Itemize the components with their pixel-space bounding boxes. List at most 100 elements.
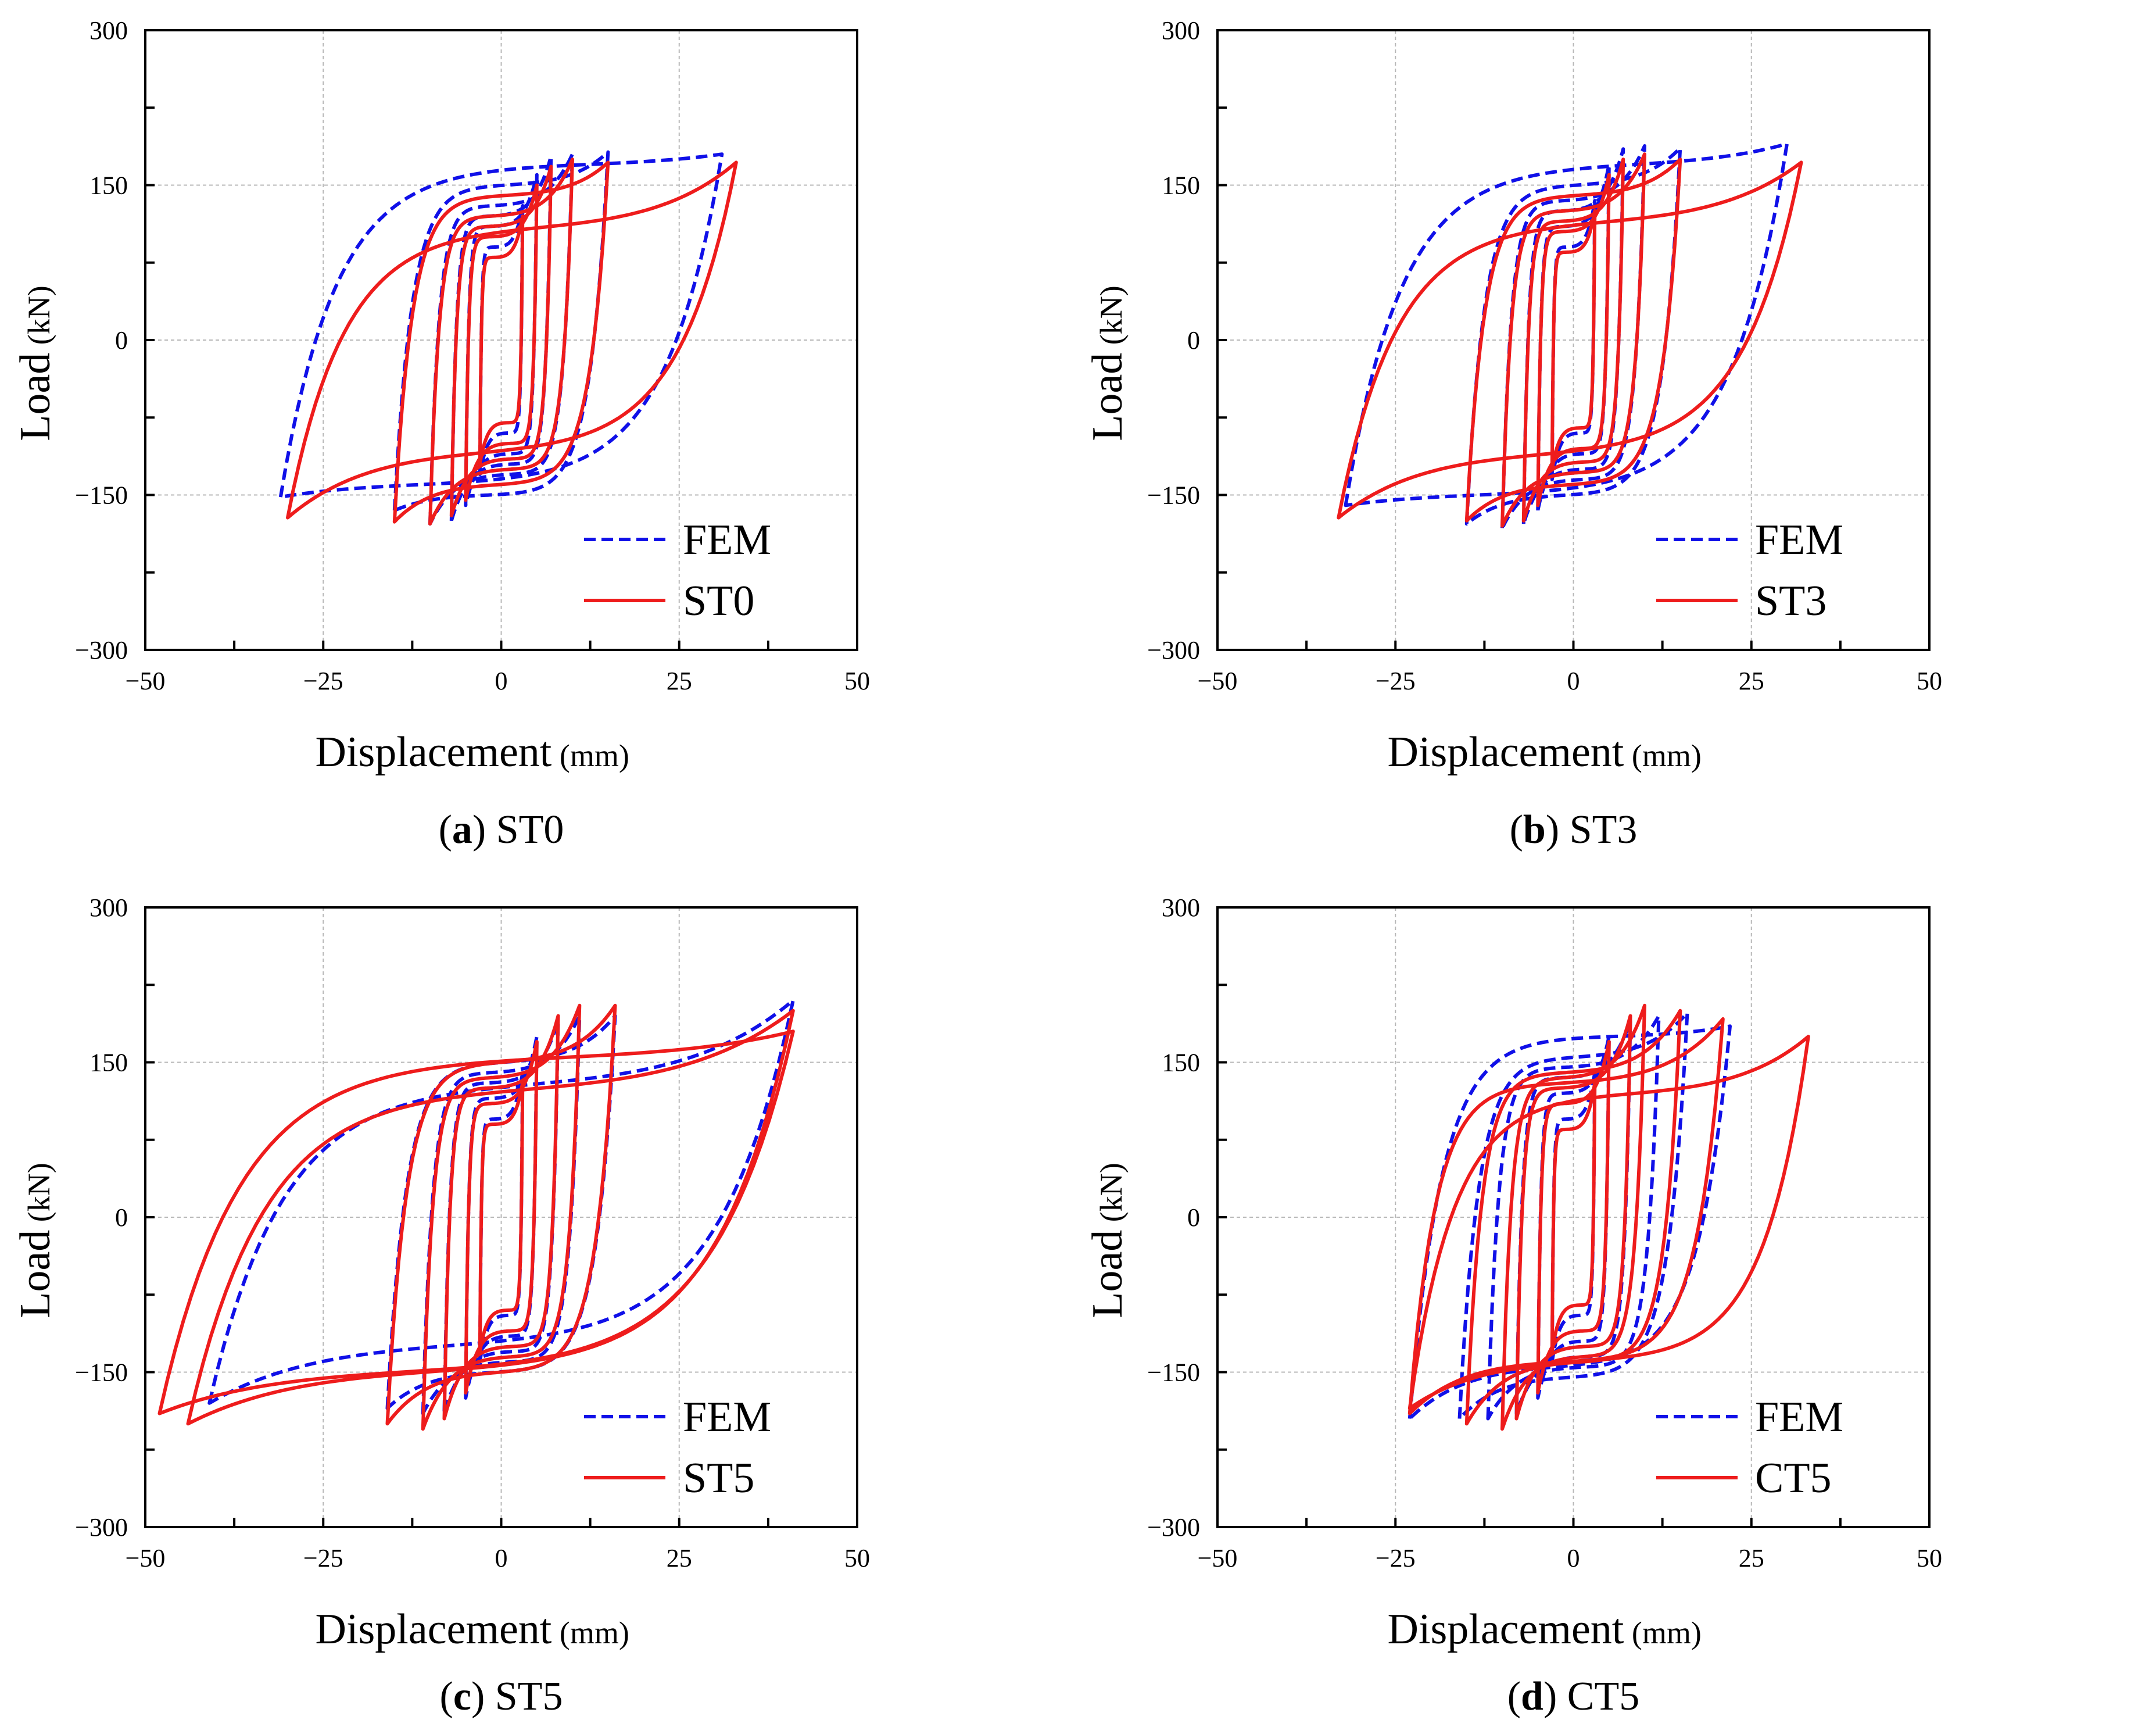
legend: FEM CT5 — [1656, 1393, 1843, 1502]
series-fem-loop-6 — [207, 998, 795, 1405]
y-tick-label: 0 — [1187, 326, 1200, 355]
x-tick-label: −25 — [303, 667, 343, 695]
series-fem-loop-4 — [1500, 144, 1646, 530]
chart-panel-b: −50 −25 0 25 50 −300 −150 0 150 300 Displacement (… — [1078, 0, 2156, 867]
series-st3-loop-3 — [1521, 158, 1625, 523]
series-ct5-loop-6 — [1408, 1017, 1725, 1415]
grid — [1217, 30, 1929, 650]
figure-caption: (d) CT5 — [1507, 1674, 1640, 1719]
series-fem-loop-1 — [1550, 1071, 1597, 1364]
series-st0-loop-5 — [392, 160, 610, 524]
x-axis-title: Displacement (mm) — [316, 728, 629, 776]
chart-panel-a: −50 −25 0 25 50 −300 −150 0 150 300 Displacement (… — [0, 0, 1078, 867]
series-fem-loop-4 — [428, 152, 574, 526]
series-st0-loop-6 — [286, 160, 738, 520]
x-tick-label: 0 — [1567, 1544, 1580, 1572]
legend-label-ct5: CT5 — [1755, 1454, 1832, 1502]
figure-caption: (a) ST0 — [439, 807, 564, 852]
chart-panel-c: −50 −25 0 25 50 −300 −150 0 150 300 Displacement (… — [0, 867, 1078, 1733]
legend-label-fem: FEM — [1755, 1393, 1843, 1441]
x-tick-label: 25 — [667, 667, 692, 695]
legend-label-fem: FEM — [683, 1393, 771, 1441]
x-tick-label: 25 — [1739, 1544, 1764, 1572]
x-tick-label: −50 — [126, 1544, 166, 1572]
plot-area — [1408, 1003, 1810, 1431]
x-tick-label: 50 — [844, 1544, 870, 1572]
y-tick-label: −150 — [1147, 481, 1200, 510]
x-axis-title: Displacement (mm) — [1388, 728, 1702, 776]
series-st5 — [157, 1003, 795, 1431]
x-tick-label: −50 — [126, 667, 166, 695]
y-tick-label: −150 — [1147, 1358, 1200, 1387]
x-tick-label: −25 — [1376, 667, 1416, 695]
series-st0 — [286, 158, 738, 526]
x-tick-label: 25 — [667, 1544, 692, 1572]
series-fem-loop-1 — [478, 1071, 525, 1364]
hysteresis-chart-a: −50 −25 0 25 50 −300 −150 0 150 300 Displacement (… — [12, 16, 870, 852]
figure-caption: (c) ST5 — [440, 1674, 563, 1719]
figure-caption: (b) ST3 — [1510, 807, 1638, 852]
y-tick-label: 300 — [1162, 16, 1200, 45]
plot-area — [1337, 142, 1803, 530]
y-tick-label: 150 — [89, 1049, 128, 1077]
series-ct5 — [1408, 1003, 1810, 1431]
y-tick-label: 300 — [89, 16, 128, 45]
x-tick-label: −25 — [303, 1544, 343, 1572]
series-st3-loop-6 — [1337, 160, 1803, 520]
series-st3-loop-5 — [1464, 158, 1682, 523]
series-ct5-loop-1 — [1550, 1081, 1597, 1353]
legend-label-fem: FEM — [1755, 516, 1843, 564]
legend-label-st3: ST3 — [1755, 577, 1826, 625]
grid — [145, 907, 857, 1527]
x-tick-label: −25 — [1376, 1544, 1416, 1572]
hysteresis-chart-d: −50 −25 0 25 50 −300 −150 0 150 300 Displacement (… — [1084, 893, 1942, 1719]
ticks — [1217, 106, 1842, 650]
y-tick-label: 0 — [115, 326, 128, 355]
legend-label-st5: ST5 — [683, 1454, 754, 1502]
x-tick-label: 50 — [1917, 667, 1942, 695]
x-tick-label: 25 — [1739, 667, 1764, 695]
series-fem-loop-5 — [1457, 1011, 1689, 1421]
series-fem-loop-4 — [1486, 1014, 1661, 1421]
hysteresis-chart-b: −50 −25 0 25 50 −300 −150 0 150 300 Displacement (… — [1084, 16, 1942, 852]
series-st5-loop-2 — [464, 1040, 539, 1395]
y-tick-label: −300 — [75, 636, 128, 664]
series-st0-loop-4 — [428, 158, 574, 526]
y-tick-label: −300 — [1147, 636, 1200, 664]
x-tick-label: 50 — [844, 667, 870, 695]
y-tick-label: 300 — [1162, 893, 1200, 922]
series-fem-loop-2 — [1536, 1035, 1611, 1400]
legend: FEM ST3 — [1656, 516, 1843, 625]
series-st0-loop-1 — [478, 214, 525, 466]
y-tick-label: −150 — [75, 1358, 128, 1387]
chart-panel-d: −50 −25 0 25 50 −300 −150 0 150 300 Displacement (… — [1078, 867, 2156, 1733]
x-tick-label: −50 — [1198, 1544, 1238, 1572]
series-ct5-loop-3 — [1514, 1014, 1632, 1421]
series-st5-loop-6 — [186, 1009, 795, 1426]
ticks — [145, 106, 769, 650]
series-st5-loop-5 — [385, 1003, 617, 1426]
series-st3-loop-4 — [1500, 152, 1646, 528]
y-tick-label: 150 — [1162, 1049, 1200, 1077]
y-tick-label: −150 — [75, 481, 128, 510]
series-fem-loop-6 — [278, 152, 724, 499]
legend: FEM ST0 — [584, 516, 771, 625]
y-axis-title: Load (kN) — [1084, 1163, 1131, 1318]
y-tick-label: 300 — [89, 893, 128, 922]
series-fem-loop-1 — [1550, 199, 1597, 481]
series-st5-loop-1 — [478, 1081, 525, 1353]
y-tick-label: 0 — [115, 1203, 128, 1232]
series-st5-loop-4 — [421, 1003, 582, 1431]
y-axis-title: Load (kN) — [1084, 285, 1131, 441]
legend-label-fem: FEM — [683, 516, 771, 564]
x-tick-label: 50 — [1917, 1544, 1942, 1572]
ticks — [145, 984, 769, 1527]
series-fem-loop-2 — [1536, 163, 1611, 513]
grid — [1217, 907, 1929, 1527]
y-tick-label: −300 — [1147, 1513, 1200, 1542]
y-axis-title: Load (kN) — [12, 285, 59, 441]
x-tick-label: 0 — [495, 667, 508, 695]
series-st0-loop-2 — [464, 183, 539, 502]
y-axis-title: Load (kN) — [12, 1163, 59, 1318]
series-ct5-loop-7 — [1408, 1035, 1810, 1410]
